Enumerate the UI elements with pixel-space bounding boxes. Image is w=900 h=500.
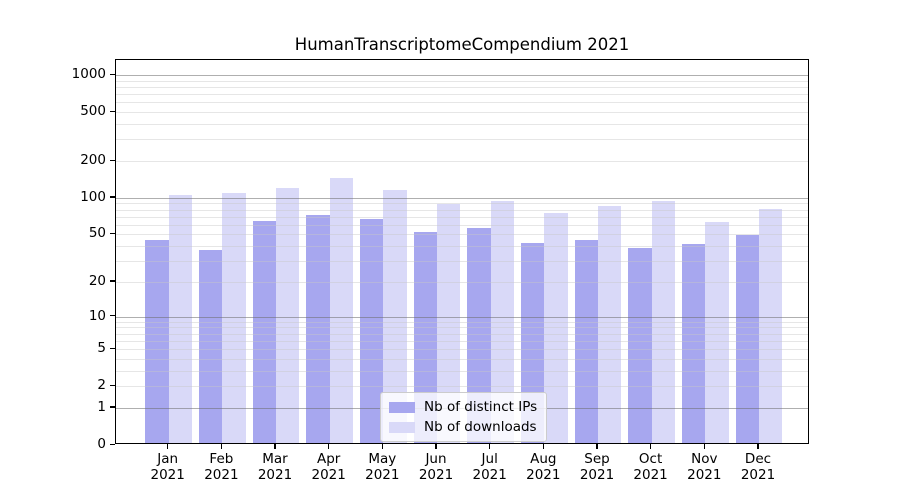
y-tick-mark-2 xyxy=(110,384,115,386)
y-tick-label-50: 50 xyxy=(88,225,106,242)
bar-ips-jan xyxy=(145,240,169,443)
x-tick-mark-feb xyxy=(220,444,223,449)
y-tick-label-100: 100 xyxy=(80,188,106,205)
gridline-minor-600 xyxy=(116,102,808,104)
legend-entry-downloads: Nb of downloads xyxy=(389,419,538,435)
gridline-minor-70 xyxy=(116,216,808,218)
gridline-minor-400 xyxy=(116,124,808,125)
x-tick-mark-jun xyxy=(435,444,437,449)
bar-ips-dec xyxy=(735,234,759,443)
y-tick-mark-5 xyxy=(110,347,115,349)
x-tick-mark-oct xyxy=(650,444,652,449)
bar-downloads-mar xyxy=(276,188,300,443)
x-tick-label-feb: Feb 2021 xyxy=(204,451,239,483)
bar-downloads-apr xyxy=(329,178,353,443)
y-tick-label-10: 10 xyxy=(88,307,106,324)
bar-downloads-dec xyxy=(759,209,783,443)
gridline-minor-500 xyxy=(116,112,808,114)
x-tick-label-jun: Jun 2021 xyxy=(418,451,454,483)
y-tick-label-200: 200 xyxy=(80,152,106,168)
y-tick-mark-200 xyxy=(110,159,115,161)
x-tick-label-oct: Oct 2021 xyxy=(633,451,668,483)
bar-downloads-jul xyxy=(490,201,514,443)
x-tick-mark-aug xyxy=(542,444,544,449)
gridline-minor-50 xyxy=(116,234,808,236)
bar-downloads-oct xyxy=(651,200,675,443)
gridline-minor-900 xyxy=(116,80,808,82)
y-tick-mark-10 xyxy=(110,315,115,317)
legend-label-downloads: Nb of downloads xyxy=(424,419,537,435)
plot-area: Nb of distinct IPs Nb of downloads xyxy=(115,59,809,444)
x-tick-label-sep: Sep 2021 xyxy=(579,451,615,483)
bar-ips-may xyxy=(360,219,384,443)
legend-swatch-downloads xyxy=(389,421,415,433)
bar-ips-oct xyxy=(628,248,652,443)
y-tick-mark-1 xyxy=(110,406,115,408)
x-tick-mark-jan xyxy=(167,444,169,449)
x-tick-label-mar: Mar 2021 xyxy=(257,451,293,483)
bar-downloads-sep xyxy=(598,205,622,443)
gridline-minor-700 xyxy=(116,94,808,96)
x-tick-label-may: May 2021 xyxy=(365,451,400,483)
x-tick-label-apr: Apr 2021 xyxy=(311,451,346,483)
bar-downloads-feb xyxy=(222,193,246,443)
bar-ips-mar xyxy=(252,221,276,443)
x-tick-label-aug: Aug 2021 xyxy=(526,451,561,483)
y-tick-mark-0 xyxy=(110,443,115,445)
bar-ips-jun xyxy=(413,232,437,443)
y-tick-label-5: 5 xyxy=(97,340,106,356)
x-tick-label-nov: Nov 2021 xyxy=(687,451,722,483)
gridline-minor-90 xyxy=(116,203,808,205)
bar-ips-feb xyxy=(199,249,223,443)
y-tick-label-20: 20 xyxy=(88,272,106,289)
x-tick-mark-sep xyxy=(596,444,598,449)
legend-entry-distinct-ips: Nb of distinct IPs xyxy=(389,399,538,415)
x-tick-mark-jul xyxy=(489,444,491,449)
x-tick-mark-nov xyxy=(703,444,705,449)
x-tick-mark-mar xyxy=(274,444,276,449)
gridline-minor-200 xyxy=(116,161,808,162)
y-tick-label-2: 2 xyxy=(97,377,106,394)
y-tick-mark-1000 xyxy=(110,73,115,75)
legend-label-distinct-ips: Nb of distinct IPs xyxy=(424,399,538,415)
x-tick-mark-apr xyxy=(328,444,330,449)
y-tick-label-1: 1 xyxy=(97,398,106,415)
bar-ips-apr xyxy=(306,214,330,443)
bar-downloads-nov xyxy=(705,222,729,443)
bar-ips-sep xyxy=(574,240,598,443)
y-tick-label-500: 500 xyxy=(80,103,106,120)
legend: Nb of distinct IPs Nb of downloads xyxy=(380,392,547,442)
x-tick-label-jan: Jan 2021 xyxy=(150,451,185,483)
y-tick-mark-50 xyxy=(110,232,115,235)
legend-swatch-distinct-ips xyxy=(389,401,415,413)
gridline-major-1000 xyxy=(116,75,808,76)
y-tick-label-1000: 1000 xyxy=(71,66,106,82)
gridline-minor-800 xyxy=(116,86,808,88)
x-tick-label-jul: Jul 2021 xyxy=(472,451,507,483)
y-tick-mark-100 xyxy=(110,196,115,198)
bar-downloads-jun xyxy=(437,204,461,443)
x-tick-mark-dec xyxy=(757,444,759,449)
gridline-minor-80 xyxy=(116,209,808,211)
bar-downloads-jan xyxy=(168,194,192,443)
bar-ips-nov xyxy=(682,244,706,443)
y-tick-mark-20 xyxy=(110,280,115,282)
y-tick-mark-500 xyxy=(110,110,115,112)
x-tick-mark-may xyxy=(381,444,383,449)
chart-title: HumanTranscriptomeCompendium 2021 xyxy=(294,35,630,54)
x-tick-label-dec: Dec 2021 xyxy=(740,451,776,483)
y-tick-label-0: 0 xyxy=(97,436,106,452)
gridline-major-100 xyxy=(116,197,808,199)
gridline-minor-60 xyxy=(116,224,808,226)
bar-downloads-aug xyxy=(544,212,568,443)
bar-ips-jul xyxy=(467,228,491,443)
gridline-minor-300 xyxy=(116,139,808,141)
